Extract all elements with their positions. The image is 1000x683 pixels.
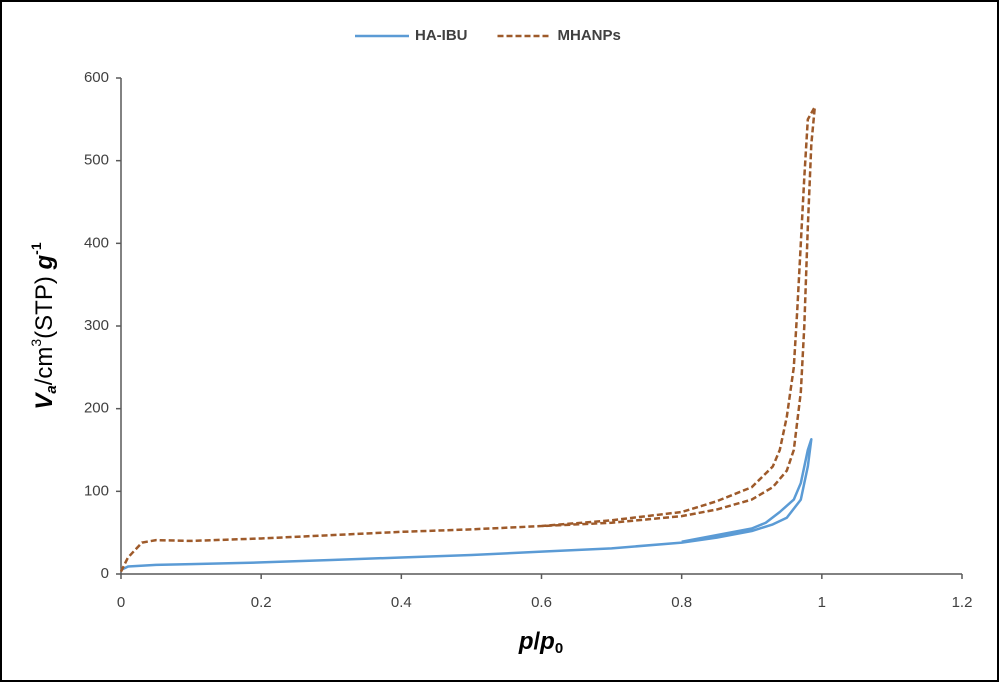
y-tick-label: 0: [101, 565, 109, 582]
x-title-part: p: [518, 628, 534, 655]
x-title-part: /: [533, 628, 540, 655]
x-tick-label: 1: [818, 594, 826, 611]
y-tick-label: 200: [84, 400, 109, 417]
x-tick-label: 0.6: [531, 594, 552, 611]
x-tick-label: 1.2: [952, 594, 973, 611]
x-title-part: p: [539, 628, 555, 655]
x-axis-title: p/p0: [518, 628, 563, 657]
x-title-part: 0: [555, 640, 563, 657]
y-title-part: a: [43, 385, 60, 393]
y-title-part: (STP): [31, 269, 58, 338]
y-tick-label: 500: [84, 152, 109, 169]
y-tick-label: 600: [84, 69, 109, 86]
y-tick-label: 100: [84, 482, 109, 499]
y-title-part: -1: [28, 242, 44, 255]
y-axis-title: Va/cm3(STP) g-1: [28, 242, 60, 409]
legend-label: MHANPs: [558, 27, 621, 44]
series-line: [119, 105, 817, 573]
y-title-part: g: [31, 254, 58, 270]
y-tick-label: 300: [84, 317, 109, 334]
legend-label: HA-IBU: [415, 27, 468, 44]
y-title-part: V: [31, 392, 58, 410]
x-tick-label: 0.4: [391, 594, 412, 611]
y-title-part: 3: [28, 339, 44, 347]
series-line: [120, 438, 813, 572]
y-tick-label: 400: [84, 234, 109, 251]
x-tick-label: 0.8: [671, 594, 692, 611]
x-tick-label: 0: [117, 594, 125, 611]
y-title-part: /cm: [31, 347, 58, 386]
x-tick-label: 0.2: [251, 594, 272, 611]
